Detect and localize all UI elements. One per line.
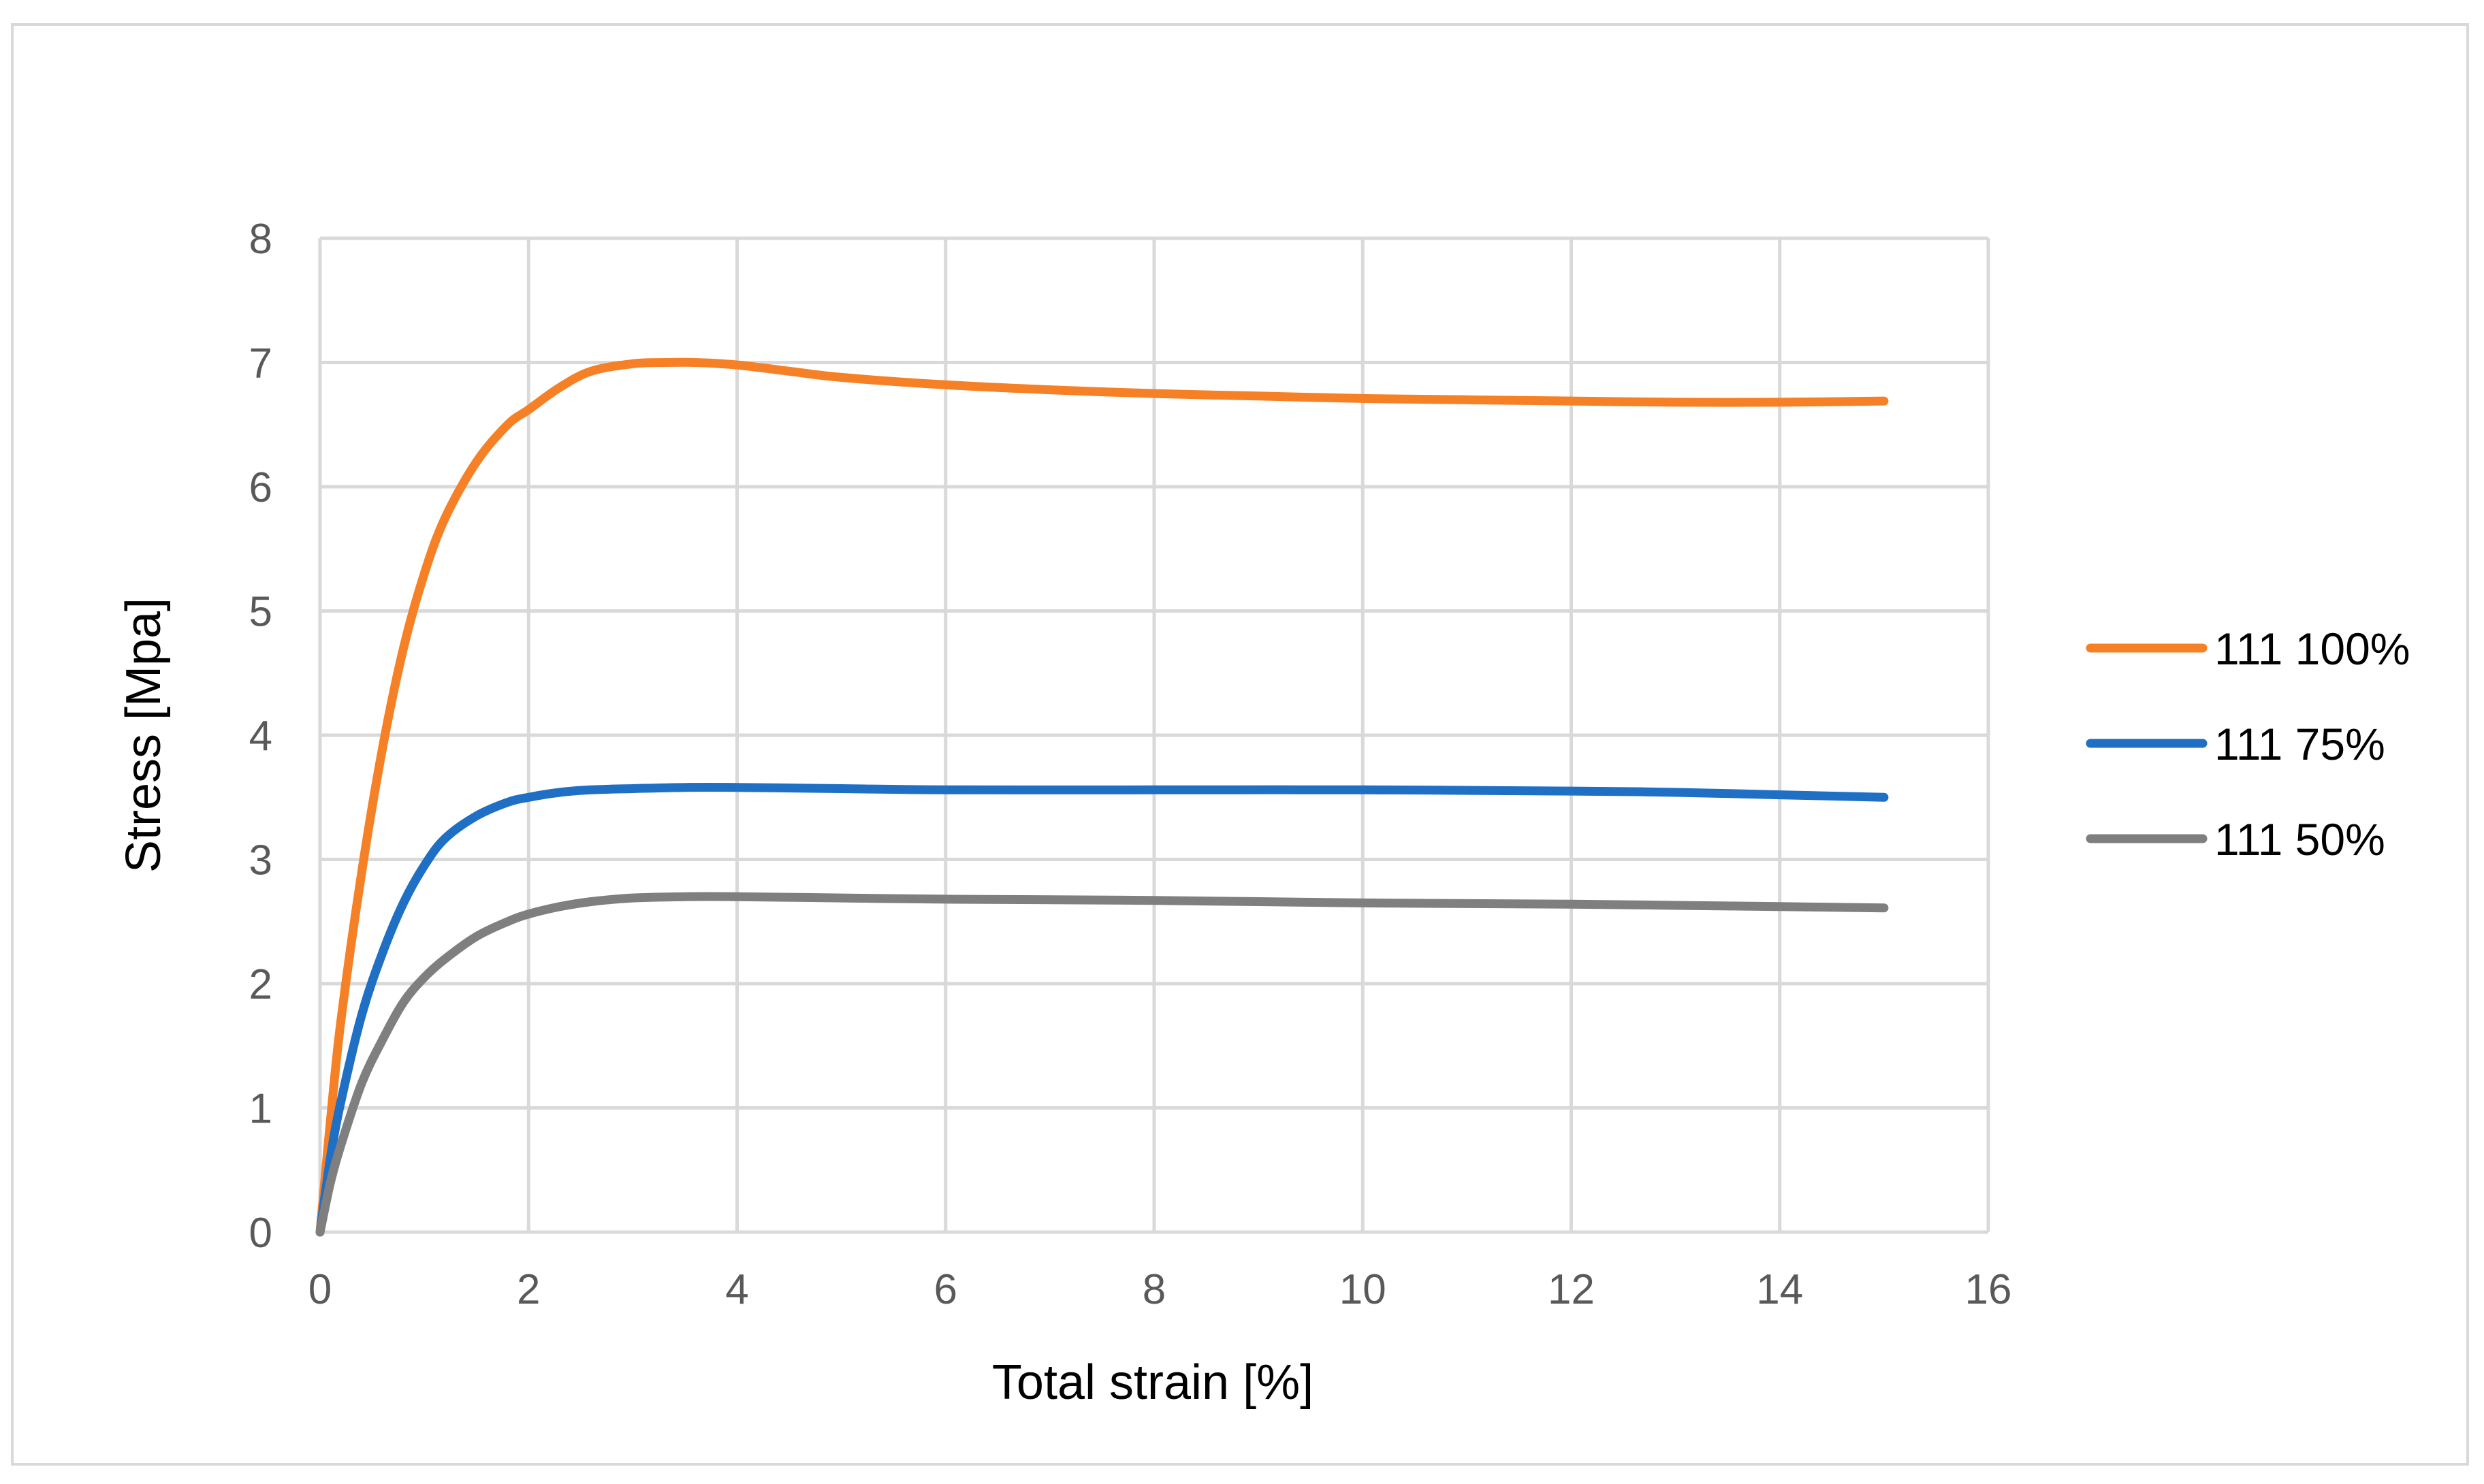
x-axis-title: Total strain [%] <box>992 1355 1313 1410</box>
y-tick-label: 5 <box>249 589 272 636</box>
y-tick-label: 1 <box>249 1086 272 1133</box>
y-tick-label: 0 <box>249 1210 272 1257</box>
legend: 111 100% 111 75% 111 50% <box>2086 624 2410 865</box>
y-axis-title: Stress [Mpa] <box>116 598 171 873</box>
series-line-3 <box>315 892 1889 1237</box>
series-line-2 <box>315 782 1889 1237</box>
x-tick-label: 12 <box>1548 1266 1595 1313</box>
legend-label: 111 100% <box>2214 624 2410 674</box>
y-tick-label: 4 <box>249 713 272 760</box>
x-tick-label: 10 <box>1339 1266 1386 1313</box>
y-tick-label: 6 <box>249 464 272 511</box>
grid <box>318 236 1990 1234</box>
y-tick-label: 2 <box>249 961 272 1008</box>
series-line-1 <box>315 357 1889 1237</box>
chart-border <box>11 23 2469 1466</box>
series-lines <box>315 357 1889 1237</box>
y-tick-label: 3 <box>249 837 272 884</box>
x-tick-label: 14 <box>1756 1266 1803 1313</box>
x-tick-label: 4 <box>725 1266 748 1313</box>
x-tick-label: 6 <box>934 1266 957 1313</box>
legend-label: 111 50% <box>2214 814 2385 865</box>
legend-label: 111 75% <box>2214 719 2385 769</box>
x-tick-label: 0 <box>308 1266 332 1313</box>
x-tick-label: 2 <box>517 1266 540 1313</box>
x-tick-label: 8 <box>1143 1266 1166 1313</box>
x-tick-label: 16 <box>1965 1266 2012 1313</box>
y-tick-label: 8 <box>249 216 272 263</box>
y-tick-label: 7 <box>249 340 272 387</box>
